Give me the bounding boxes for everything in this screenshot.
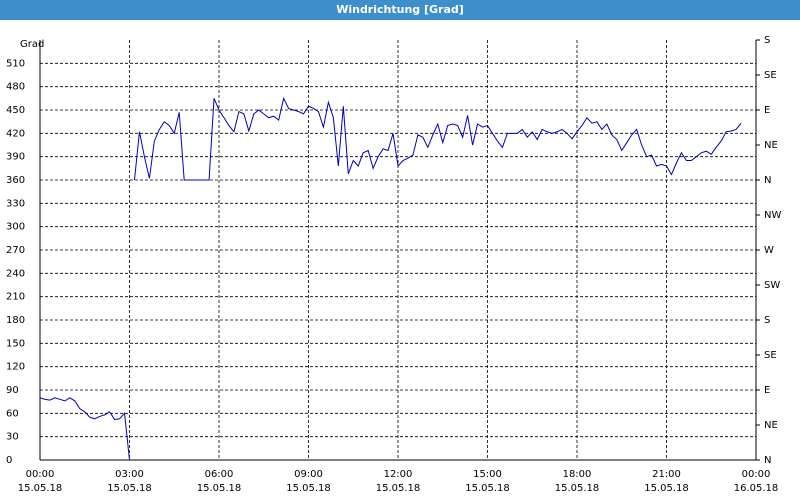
x-tick-label: 15.05.18: [644, 483, 689, 494]
chart: Grad 0 30 60 90 120 150 180 210 240 270 300 330 360 3…: [6, 35, 781, 494]
x-tick-label: 15.05.18: [286, 483, 331, 494]
y2-tick-label: SW: [764, 280, 780, 291]
y-tick-label: 390: [6, 152, 25, 163]
y-tick-label: 270: [6, 245, 25, 256]
y2-tick-label: SE: [764, 70, 777, 81]
y2-tick-label: W: [764, 245, 774, 256]
x-tick-label: 09:00: [294, 469, 323, 480]
x-tick-label: 03:00: [115, 469, 144, 480]
x-tick-label: 15.05.18: [107, 483, 152, 494]
y-tick-label: 480: [6, 82, 25, 93]
x-tick-label: 21:00: [652, 469, 681, 480]
y-tick-label: 210: [6, 292, 25, 303]
x-tick-label: 16.05.18: [734, 483, 779, 494]
x-tick-label: 18:00: [563, 469, 592, 480]
y2-tick-label: E: [764, 105, 770, 116]
x-tick-label: 00:00: [742, 469, 771, 480]
y-axis-label: Grad: [20, 39, 44, 50]
y2-tick-label: S: [764, 35, 770, 46]
x-tick-label: 15:00: [473, 469, 502, 480]
x-tick-label: 15.05.18: [555, 483, 600, 494]
y-tick-label: 60: [6, 408, 19, 419]
x-tick-label: 15.05.18: [197, 483, 242, 494]
y2-tick-label: NE: [764, 420, 778, 431]
y2-tick-label: N: [764, 175, 771, 186]
x-tick-label: 06:00: [205, 469, 234, 480]
y-tick-label: 510: [6, 58, 25, 69]
y2-tick-label: N: [764, 455, 771, 466]
y2-tick-label: S: [764, 315, 770, 326]
y-tick-label: 360: [6, 175, 25, 186]
y-tick-label: 450: [6, 105, 25, 116]
y2-tick-label: NE: [764, 140, 778, 151]
y2-tick-label: NW: [764, 210, 781, 221]
y2-tick-label: SE: [764, 350, 777, 361]
x-tick-label: 12:00: [384, 469, 413, 480]
y-tick-label: 420: [6, 128, 25, 139]
y-tick-label: 300: [6, 222, 25, 233]
y2-tick-label: E: [764, 385, 770, 396]
y-tick-label: 90: [6, 385, 19, 396]
y-tick-label: 0: [6, 455, 12, 466]
y-tick-label: 120: [6, 362, 25, 373]
y-tick-label: 180: [6, 315, 25, 326]
y-tick-label: 150: [6, 338, 25, 349]
x-tick-label: 00:00: [26, 469, 55, 480]
x-tick-label: 15.05.18: [376, 483, 421, 494]
title-bar: Windrichtung [Grad]: [0, 0, 800, 20]
x-tick-label: 15.05.18: [465, 483, 510, 494]
x-tick-label: 15.05.18: [18, 483, 63, 494]
y-tick-label: 30: [6, 432, 19, 443]
y-tick-label: 330: [6, 198, 25, 209]
data-line: [39, 96, 742, 461]
y-tick-label: 240: [6, 268, 25, 279]
